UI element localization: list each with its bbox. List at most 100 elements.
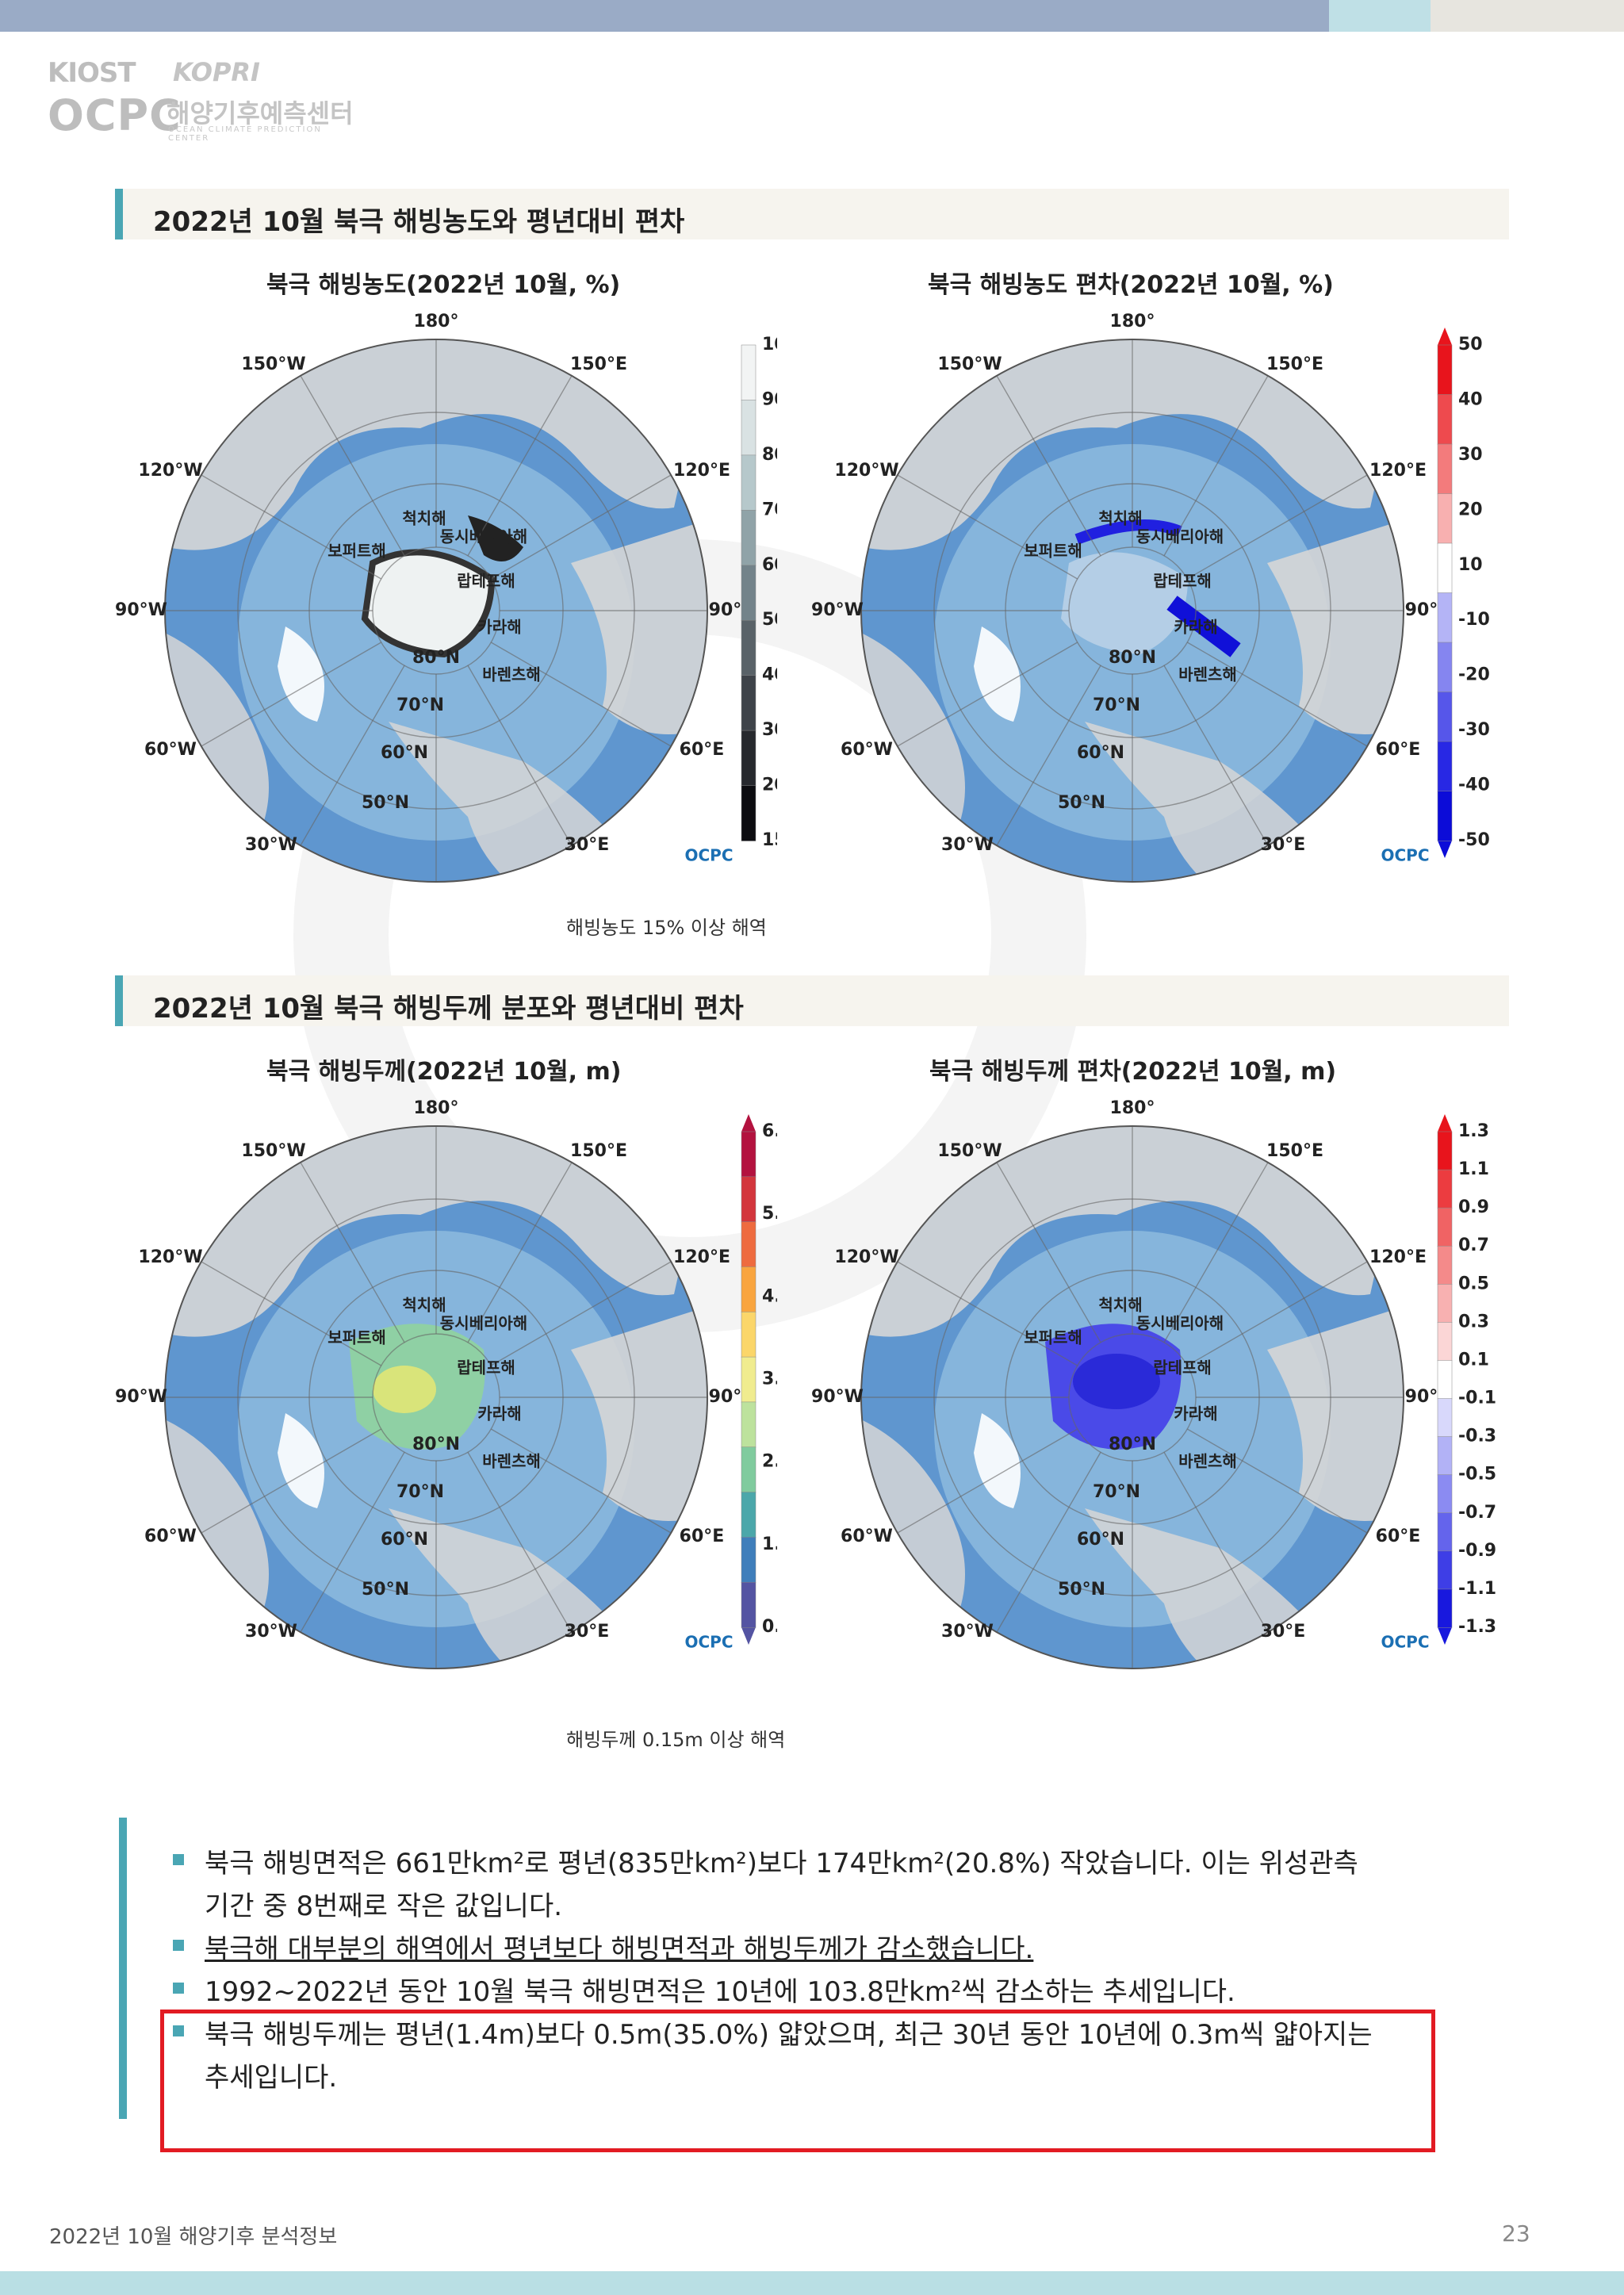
colorbar-bottom-arrow [1438,841,1452,858]
colorbar-tick-label: 20 [762,776,777,795]
anomaly-negative-band [1074,519,1182,545]
sea-label-east-siberian: 동시베리아해 [1136,1314,1224,1333]
sea-label-chukchi: 척치해 [402,1296,446,1315]
lon-label-90w: 90°W [811,600,864,620]
colorbar-tick-label: -0.5 [1458,1465,1496,1485]
section-title: 2022년 10월 북극 해빙두께 분포와 평년대비 편차 [153,993,744,1025]
map-ocpc-logo: OCPC [684,1633,733,1652]
summary-bullet-3: 1992~2022년 동안 10월 북극 해빙면적은 10년에 103.8만km… [205,1976,1235,2008]
sea-label-kara: 카라해 [1174,618,1217,637]
colorbar-tick-label: -0.3 [1458,1427,1496,1446]
colorbar-tick-label: -10 [1458,610,1490,630]
lon-label-120w: 120°W [138,1247,202,1267]
colorbar-tick-label: 40 [1458,389,1483,409]
longitude-line [467,665,573,846]
colorbar-top-arrow [1438,1114,1452,1132]
lon-label-60e: 60°E [1376,740,1421,760]
lon-label-120e: 120°E [673,1247,730,1267]
colorbar-segment [741,1537,756,1583]
colorbar-bottom-arrow [741,1627,756,1645]
section-header-thickness: 2022년 10월 북극 해빙두께 분포와 평년대비 편차 [115,975,1509,1026]
longitude-line [300,1162,405,1343]
longitude-line [897,642,1078,747]
lat-label-50n: 50°N [1058,793,1105,813]
longitude-line [1163,665,1269,846]
lon-label-180: 180° [414,1098,459,1118]
colorbar-segment [1437,394,1453,445]
lon-label-120w: 120°W [138,461,202,481]
longitude-line [300,375,405,557]
colorbar-segment [1437,1360,1453,1400]
sea-label-barents: 바렌츠해 [1178,1452,1237,1471]
summary-bullet-1-line-1: 북극 해빙면적은 661만km²로 평년(835만km²)보다 174만km²(… [205,1848,1358,1879]
colorbar-segment [1437,692,1453,742]
colorbar-tick-label: 50 [762,610,777,630]
lon-label-180: 180° [414,312,459,331]
sea-label-beaufort: 보퍼트해 [1024,1328,1082,1347]
summary-bullet-1-line-2: 기간 중 8번째로 작은 값입니다. [205,1891,563,1922]
sea-label-chukchi: 척치해 [402,509,446,528]
colorbar-segment [741,785,756,841]
longitude-line [1186,474,1368,580]
colorbar-segment [741,1446,756,1493]
sea-ice-extent [1061,552,1188,654]
lon-label-150e: 150°E [1266,354,1323,374]
sea-label-laptev: 랍테프해 [1153,572,1212,591]
section-title: 2022년 10월 북극 해빙농도와 평년대비 편차 [153,206,685,238]
longitude-line [996,1162,1101,1343]
lon-label-150e: 150°E [570,354,627,374]
lon-label-120e: 120°E [673,461,730,481]
map-border [860,1125,1404,1669]
longitude-line [1163,1451,1269,1633]
colorbar-segment [741,1131,756,1178]
lon-label-30w: 30°W [941,835,994,855]
colorbar-tick-label: 2.00 [762,1452,777,1472]
longitude-line [201,1428,382,1534]
lat-label-50n: 50°N [1058,1580,1105,1600]
colorbar-tick-label: -0.1 [1458,1389,1496,1408]
sea-label-chukchi: 척치해 [1098,1296,1142,1315]
lon-label-60w: 60°W [144,740,197,760]
longitude-line [897,1261,1078,1366]
colorbar-segment [1437,344,1453,396]
sea-ice-extent [361,549,496,658]
lat-label-50n: 50°N [362,1580,409,1600]
colorbar-segment [741,1492,756,1538]
sea-label-barents: 바렌츠해 [482,665,541,684]
lat-label-60n: 60°N [1077,1530,1124,1550]
longitude-line [996,1451,1101,1633]
top-bar-segment-blue [0,0,1329,32]
colorbar-segment [1437,1588,1453,1628]
colorbar-tick-label: -1.3 [1458,1617,1496,1637]
longitude-line [1186,1261,1368,1366]
map-border [164,1125,708,1669]
greenland [278,1413,324,1508]
colorbar-top-arrow [1438,328,1452,345]
lat-label-80n: 80°N [412,1435,460,1454]
colorbar-segment [1437,791,1453,841]
longitude-line [1186,1428,1368,1534]
colorbar-segment [741,1581,756,1628]
colorbar-tick-label: 50 [1458,335,1483,354]
colorbar-segment [1437,1512,1453,1552]
colorbar-segment [1437,741,1453,792]
longitude-line [201,642,382,747]
colorbar-tick-label: 30 [762,720,777,740]
colorbar-tick-label: -30 [1458,720,1490,740]
colorbar-tick-label: 0.15 [762,1617,777,1637]
colorbar-segment [741,1356,756,1403]
lon-label-180: 180° [1110,312,1155,331]
colorbar-tick-label: 0.7 [1458,1236,1489,1255]
logo-kopri: KOPRI [173,57,260,87]
colorbar-tick-label: 1.1 [1458,1159,1489,1179]
lat-label-80n: 80°N [1109,1435,1156,1454]
colorbar-tick-label: -0.7 [1458,1503,1496,1523]
lon-label-30e: 30°E [565,1622,610,1642]
lon-label-60w: 60°W [841,740,893,760]
colorbar-segment [1437,493,1453,544]
summary-block: 북극 해빙면적은 661만km²로 평년(835만km²)보다 174만km²(… [119,1818,1515,2119]
lon-label-150w: 150°W [937,354,1002,374]
lon-label-60e: 60°E [680,740,725,760]
greenland [974,626,1021,722]
